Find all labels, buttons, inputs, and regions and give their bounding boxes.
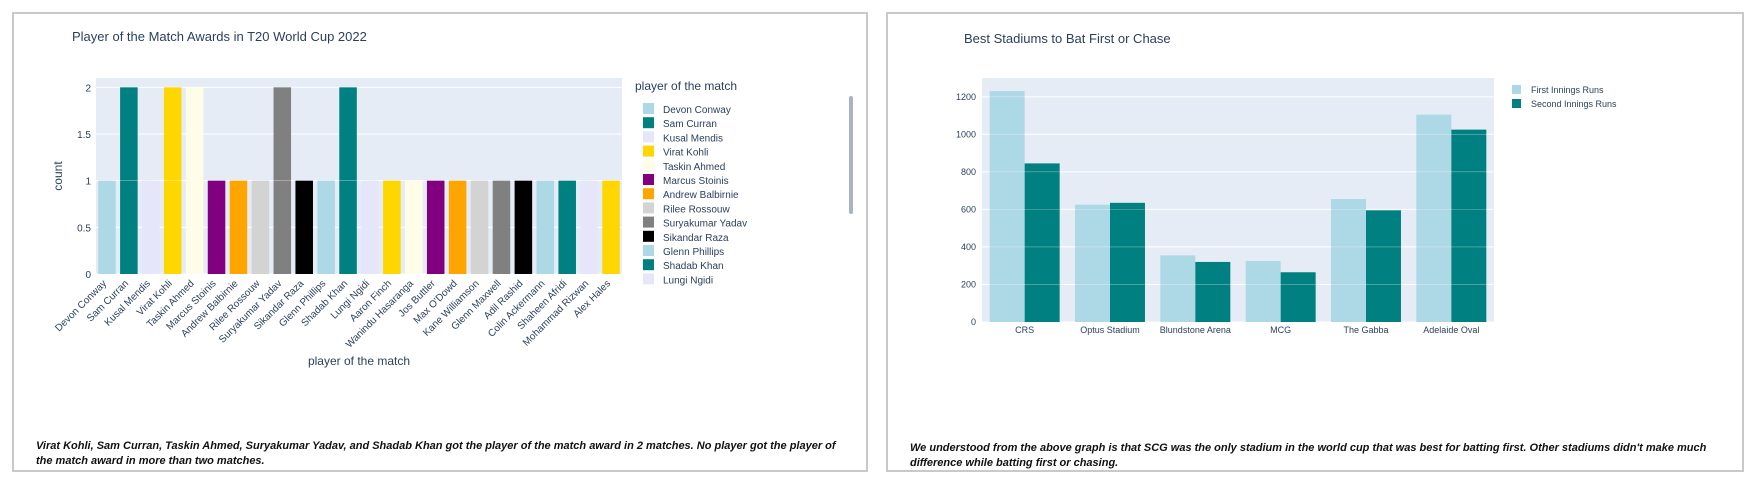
bar bbox=[1110, 202, 1145, 322]
y-tick-label: 200 bbox=[961, 279, 976, 289]
bar bbox=[383, 180, 401, 274]
bar bbox=[1331, 199, 1366, 322]
bar bbox=[1416, 114, 1452, 322]
y-tick-label: 800 bbox=[961, 167, 976, 177]
legend-swatch bbox=[643, 159, 654, 171]
bar bbox=[1160, 255, 1196, 322]
bar bbox=[251, 180, 270, 274]
legend-swatch bbox=[643, 245, 654, 256]
legend-swatch bbox=[643, 259, 654, 271]
bar bbox=[142, 180, 160, 274]
player-of-match-panel: Player of the Match Awards in T20 World … bbox=[12, 12, 868, 472]
y-tick-label: 400 bbox=[961, 242, 976, 252]
legend-item: Devon Conway bbox=[663, 105, 731, 116]
stadiums-panel: Best Stadiums to Bat First or Chase 0 200 4… bbox=[886, 12, 1744, 472]
bar bbox=[514, 180, 533, 274]
legend-item: Marcus Stoinis bbox=[663, 176, 729, 187]
legend-swatch bbox=[643, 174, 654, 185]
bar bbox=[426, 180, 445, 274]
stadiums-chart: Best Stadiums to Bat First or Chase 0 200 4… bbox=[956, 31, 1617, 335]
legend-swatch bbox=[1512, 99, 1521, 108]
legend-swatch bbox=[643, 230, 654, 242]
x-axis-label: player of the match bbox=[308, 354, 410, 368]
legend-swatch bbox=[643, 188, 654, 200]
y-tick-label: 1000 bbox=[956, 129, 976, 139]
y-tick-label: 1 bbox=[85, 177, 91, 188]
plot-area bbox=[982, 78, 1494, 322]
x-tick-label: Blundstone Arena bbox=[1160, 325, 1231, 335]
chart-title: Best Stadiums to Bat First or Chase bbox=[964, 31, 1171, 46]
legend-item: First Innings Runs bbox=[1531, 85, 1604, 95]
legend-item: Taskin Ahmed bbox=[663, 162, 725, 173]
bar bbox=[580, 180, 598, 274]
legend-title: player of the match bbox=[635, 79, 737, 93]
bar bbox=[1366, 210, 1401, 322]
left-caption: Virat Kohli, Sam Curran, Taskin Ahmed, S… bbox=[36, 440, 836, 467]
y-tick-label: 1200 bbox=[956, 92, 976, 102]
bar bbox=[405, 180, 423, 274]
x-tick-label: MCG bbox=[1270, 325, 1291, 335]
bar bbox=[470, 180, 489, 274]
bar bbox=[98, 180, 116, 274]
legend-item: Rilee Rossouw bbox=[663, 204, 730, 215]
legend-item: Suryakumar Yadav bbox=[663, 219, 747, 230]
y-tick-label: 0 bbox=[85, 270, 91, 281]
bar bbox=[361, 180, 379, 274]
legend-item: Kusal Mendis bbox=[663, 133, 723, 144]
legend-swatch bbox=[1512, 85, 1521, 94]
chart-title: Player of the Match Awards in T20 World … bbox=[72, 29, 367, 44]
x-tick-label: The Gabba bbox=[1343, 325, 1388, 335]
bar bbox=[1075, 204, 1110, 322]
right-caption: We understood from the above graph is th… bbox=[910, 442, 1707, 469]
bar bbox=[536, 180, 555, 274]
legend-item: Virat Kohli bbox=[663, 148, 708, 159]
bar bbox=[1245, 261, 1281, 322]
legend-item: Shadab Khan bbox=[663, 261, 724, 272]
legend-swatch bbox=[643, 131, 654, 143]
legend-item: Lungi Ngidi bbox=[663, 275, 713, 286]
plot-area bbox=[96, 78, 622, 274]
y-tick-label: 2 bbox=[85, 83, 91, 94]
y-tick-label: 0 bbox=[971, 317, 976, 327]
legend-swatch bbox=[643, 117, 654, 129]
legend-item: Andrew Balbirnie bbox=[663, 190, 739, 201]
x-tick-label: Adelaide Oval bbox=[1423, 325, 1479, 335]
bar bbox=[1451, 129, 1487, 322]
bar bbox=[558, 180, 576, 274]
legend-item: Sam Curran bbox=[663, 119, 717, 130]
y-axis-label: count bbox=[51, 161, 65, 191]
legend-item: Glenn Phillips bbox=[663, 247, 724, 258]
legend-swatch bbox=[643, 202, 654, 214]
legend-swatch bbox=[643, 273, 654, 285]
legend-swatch bbox=[643, 145, 654, 157]
legend-swatch bbox=[643, 103, 654, 114]
legend-item: Sikandar Raza bbox=[663, 233, 729, 244]
bar bbox=[989, 91, 1025, 322]
bar bbox=[207, 180, 226, 274]
bar bbox=[295, 180, 313, 274]
bar bbox=[1280, 272, 1316, 322]
legend-scrollbar[interactable] bbox=[849, 96, 853, 214]
y-tick-label: 600 bbox=[961, 204, 976, 214]
x-tick-label: CRS bbox=[1015, 325, 1034, 335]
bar bbox=[492, 180, 511, 274]
bar bbox=[229, 180, 248, 274]
x-tick-label: Optus Stadium bbox=[1080, 325, 1140, 335]
player-of-match-chart: Player of the Match Awards in T20 World … bbox=[51, 29, 747, 368]
y-tick-label: 1.5 bbox=[77, 130, 91, 141]
legend-item: Second Innings Runs bbox=[1531, 99, 1617, 109]
bar bbox=[448, 180, 467, 274]
bar bbox=[1195, 261, 1231, 322]
bar bbox=[1024, 163, 1060, 322]
legend-swatch bbox=[643, 216, 654, 228]
bar bbox=[317, 180, 335, 274]
bar bbox=[602, 180, 620, 274]
y-tick-label: 0.5 bbox=[77, 223, 91, 234]
